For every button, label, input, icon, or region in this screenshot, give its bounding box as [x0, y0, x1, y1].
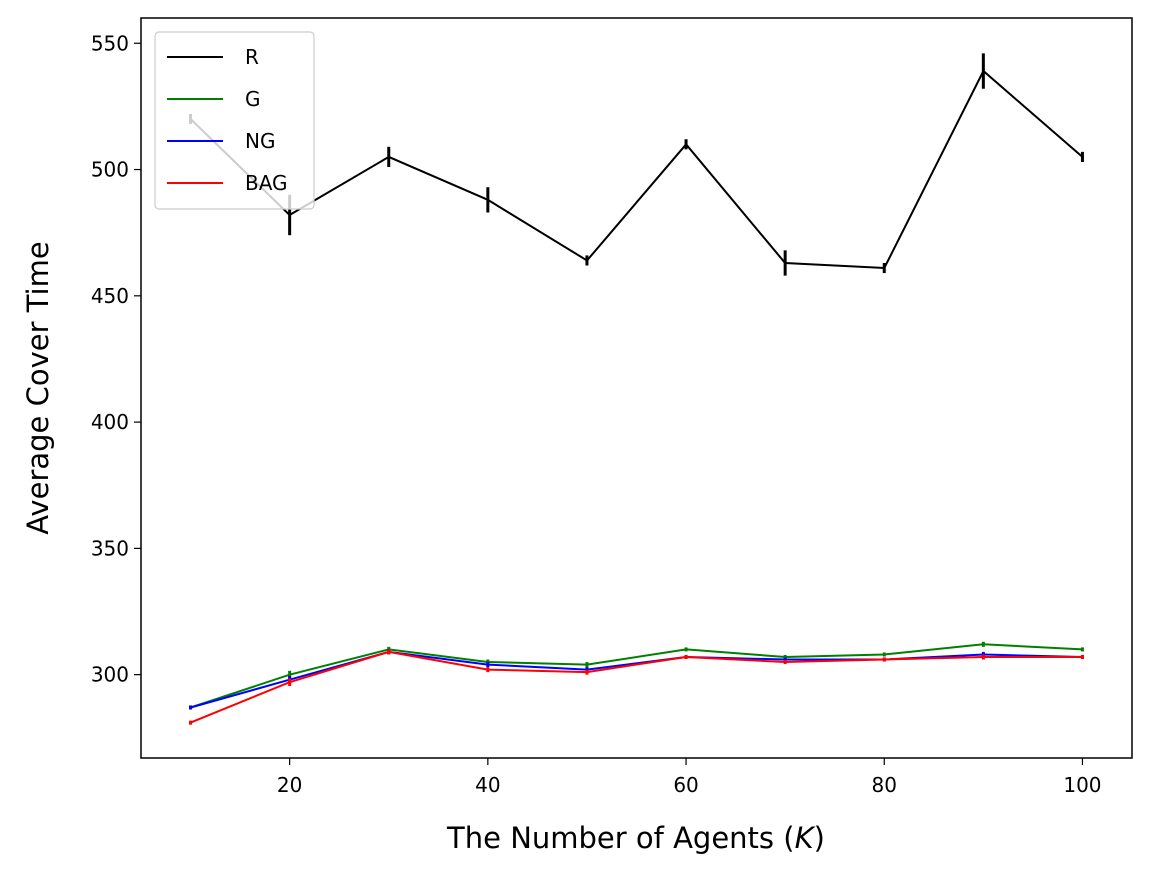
- legend: RG NG BAG: [154, 31, 315, 210]
- y-tick-label: 450: [91, 284, 129, 308]
- y-tick-label: 500: [91, 158, 129, 182]
- y-tick-label: 550: [91, 31, 129, 55]
- legend-label-ng: NG: [245, 129, 275, 153]
- ticks-layer: 20 40 60 80 100 300 350 400 450 500 550: [91, 31, 1102, 797]
- legend-label-bag: BAG: [245, 171, 288, 195]
- x-tick-label: 80: [872, 773, 897, 797]
- series-line-bag: [190, 650, 1083, 724]
- x-tick-label: 60: [673, 773, 698, 797]
- legend-box: [154, 31, 315, 210]
- series-layer: [189, 53, 1084, 725]
- y-tick-label: 350: [91, 536, 129, 560]
- series-line-ng: [190, 650, 1083, 709]
- x-tick-label: 100: [1063, 773, 1101, 797]
- y-tick-label: 400: [91, 410, 129, 434]
- y-tick-label: 300: [91, 663, 129, 687]
- plot-frame: [140, 17, 1133, 759]
- x-tick-label: 20: [277, 773, 302, 797]
- legend-label-g: G: [245, 87, 261, 111]
- legend-label-r: R: [245, 45, 259, 69]
- x-axis-title: The Number of Agents (K): [446, 821, 825, 855]
- series-line-r: [189, 69, 1084, 270]
- x-tick-label: 40: [475, 773, 500, 797]
- series-line-g: [190, 643, 1083, 709]
- y-axis-title: Average Cover Time: [21, 241, 55, 534]
